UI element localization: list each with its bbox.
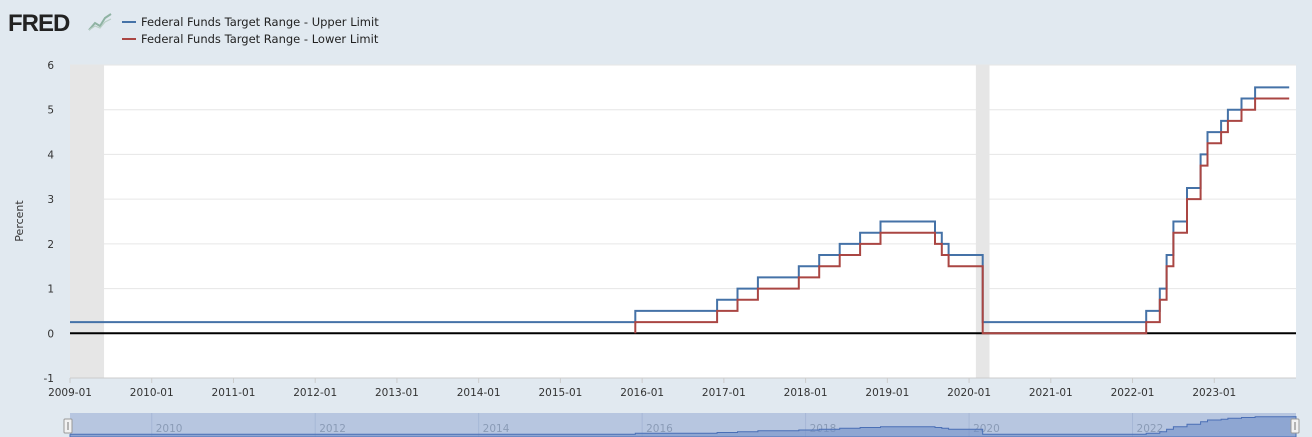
grid-lines [70,64,1296,379]
x-tick-label: 2020-01 [947,387,991,399]
x-tick-label: 2014-01 [457,387,501,399]
y-tick-label: 4 [47,149,54,161]
y-tick-label: 0 [47,328,54,340]
x-tick-label: 2010-01 [130,387,174,399]
recession-band-0 [70,65,105,378]
y-tick-label: 1 [47,284,54,296]
y-tick-label: 3 [47,194,54,206]
x-tick-label: 2023-01 [1192,387,1236,399]
navigator-series-area [69,416,1297,437]
y-tick-label: 2 [47,239,54,251]
recession-bands [70,65,990,378]
plot-background [70,65,1296,378]
legend-item-upper[interactable]: Federal Funds Target Range - Upper Limit [122,15,379,29]
navigator-label: 2022 [1137,423,1164,435]
series-lines[interactable] [70,86,1290,335]
x-tick-label: 2009-01 [48,387,92,399]
x-tick-label: 2022-01 [1111,387,1155,399]
y-tick-label: -1 [44,373,54,385]
x-tick-label: 2012-01 [293,387,337,399]
x-tick-label: 2019-01 [865,387,909,399]
header: FRED [8,10,112,37]
line-chart-icon [88,13,112,31]
legend-label-lower: Federal Funds Target Range - Lower Limit [141,32,379,46]
legend-label-upper: Federal Funds Target Range - Upper Limit [141,15,379,29]
y-axis: -1 0 1 2 3 4 5 6 [44,60,55,385]
navigator-label: 2016 [646,423,673,435]
fred-logo[interactable]: FRED [8,10,71,37]
navigator-label: 2010 [156,423,183,435]
y-axis-title: Percent [13,200,26,242]
x-tick-label: 2015-01 [538,387,582,399]
x-tick-label: 2021-01 [1029,387,1073,399]
x-tick-label: 2011-01 [212,387,256,399]
legend: Federal Funds Target Range - Upper Limit… [122,15,379,46]
x-tick-label: 2017-01 [702,387,746,399]
x-tick-label: 2016-01 [620,387,664,399]
y-tick-label: 6 [47,60,54,72]
recession-band-1 [975,65,990,378]
x-tick-label: 2018-01 [784,387,828,399]
legend-item-lower[interactable]: Federal Funds Target Range - Lower Limit [122,32,379,46]
range-navigator[interactable]: 2010201220142016201820202022 [63,413,1300,437]
series-line-lower[interactable] [634,97,1290,335]
y-tick-label: 5 [47,105,54,117]
navigator-label: 2014 [483,423,510,435]
x-axis: 2009-01 2010-01 2011-01 2012-01 2013-01 2014-… [48,377,1296,399]
navigator-label: 2012 [319,423,346,435]
x-tick-label: 2013-01 [375,387,419,399]
